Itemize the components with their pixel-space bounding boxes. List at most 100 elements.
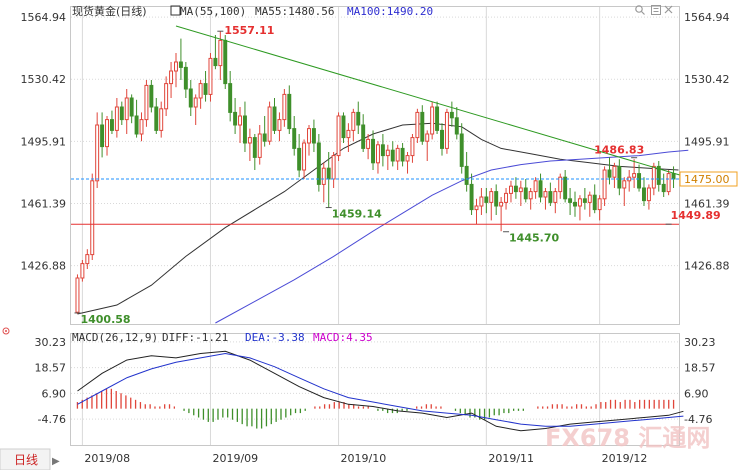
macd-params-label: MACD(26,12,9)	[72, 331, 158, 344]
annotation-label: 1449.89	[671, 209, 721, 222]
candle-body	[95, 124, 100, 182]
candle-body	[129, 97, 134, 117]
candle-body	[277, 119, 282, 131]
candle-body	[410, 137, 415, 157]
candle-body	[218, 39, 223, 67]
candle-body	[400, 147, 405, 162]
current-price-badge	[679, 171, 738, 187]
macd-y-tick-left: 30.23	[35, 336, 67, 349]
candle-body	[499, 201, 504, 207]
candle-body	[459, 133, 464, 167]
candle-body	[602, 169, 607, 200]
candle-body	[287, 93, 292, 130]
candle-body	[75, 277, 80, 313]
candle-body	[573, 201, 577, 207]
candle-body	[134, 115, 139, 135]
series-line-ma55	[77, 122, 679, 315]
y-tick-label-right: 1461.39	[684, 197, 730, 210]
macd-y-tick-right: 18.57	[684, 362, 716, 375]
period-tab[interactable]	[0, 448, 51, 470]
ma100-label: MA100:1490.20	[347, 5, 433, 18]
candle-body	[607, 169, 612, 178]
candle-body	[188, 88, 193, 108]
candle-body	[617, 165, 622, 189]
candle-body	[159, 108, 164, 131]
candle-body	[513, 185, 518, 193]
candle-body	[504, 192, 509, 203]
candle-body	[371, 138, 376, 164]
candle-body	[183, 66, 188, 90]
candle-body	[440, 129, 444, 149]
candle-body	[469, 183, 474, 211]
chart-title: 现货黄金(日线)	[72, 4, 147, 18]
candle-body	[671, 173, 676, 180]
macd-settings-icon[interactable]	[2, 327, 10, 335]
y-tick-label-right: 1495.91	[684, 135, 730, 148]
candle-body	[307, 128, 311, 144]
search-icon[interactable]	[635, 5, 645, 15]
candle-body	[282, 93, 287, 121]
candle-body	[193, 97, 198, 108]
candle-body	[425, 133, 430, 142]
candle-body	[272, 106, 277, 131]
candle-body	[257, 133, 262, 158]
candle-body	[454, 117, 459, 135]
candle-body	[548, 191, 553, 203]
diff-label: DIFF:-1.21	[162, 331, 228, 344]
candle-body	[666, 173, 671, 193]
candle-body	[321, 167, 326, 185]
candle-body	[213, 57, 218, 67]
candle-body	[85, 254, 90, 265]
period-tab-label: 日线	[14, 453, 38, 467]
annotation-label: 1486.83	[594, 144, 644, 157]
candle-body	[302, 142, 307, 171]
candle-body	[435, 106, 440, 131]
candle-body	[464, 165, 469, 185]
candle-body	[494, 191, 499, 207]
candle-body	[105, 119, 109, 148]
y-tick-label-right: 1530.42	[684, 73, 730, 86]
y-tick-label-left: 1495.91	[21, 135, 67, 148]
dea-label: DEA:-3.38	[245, 331, 305, 344]
ma-toggle-icon[interactable]	[170, 5, 181, 16]
x-tick-label: 2019/11	[488, 452, 534, 465]
candle-body	[297, 147, 302, 171]
settings-icon[interactable]	[651, 5, 661, 15]
x-tick-label: 2019/10	[341, 452, 387, 465]
candle-body	[114, 106, 119, 131]
candle-body	[366, 138, 371, 149]
y-tick-label-left: 1530.42	[21, 73, 67, 86]
y-tick-label-left: 1461.39	[21, 197, 67, 210]
x-tick-label: 2019/08	[84, 452, 130, 465]
candle-body	[597, 198, 602, 211]
period-tab-arrow-icon[interactable]: ▶	[52, 456, 60, 467]
candle-body	[390, 149, 395, 162]
candle-body	[109, 119, 114, 131]
candle-body	[90, 180, 95, 256]
x-tick-label: 2019/09	[212, 452, 258, 465]
macd-line-dea	[77, 352, 684, 427]
candle-body	[238, 115, 243, 126]
ma55-label: MA55:1480.56	[255, 5, 334, 18]
candle-body	[553, 191, 558, 203]
candle-body	[316, 142, 321, 185]
candle-body	[100, 124, 105, 148]
candle-body	[346, 129, 351, 139]
candle-body	[484, 196, 489, 203]
candle-body	[169, 70, 174, 85]
candle-body	[420, 111, 425, 142]
candle-body	[395, 147, 400, 162]
current-price-label: 1475.00	[684, 173, 730, 186]
candle-body	[341, 115, 346, 139]
candle-body	[489, 191, 494, 203]
macd-y-tick-right: 30.23	[684, 336, 716, 349]
ma-indicator-label: MA(55,100)	[180, 5, 246, 18]
candle-body	[267, 106, 272, 142]
candle-body	[356, 111, 361, 126]
candle-body	[242, 115, 247, 144]
close-icon[interactable]	[664, 5, 673, 14]
candle-body	[203, 83, 208, 95]
candle-body	[538, 180, 543, 198]
candle-body	[479, 196, 484, 207]
